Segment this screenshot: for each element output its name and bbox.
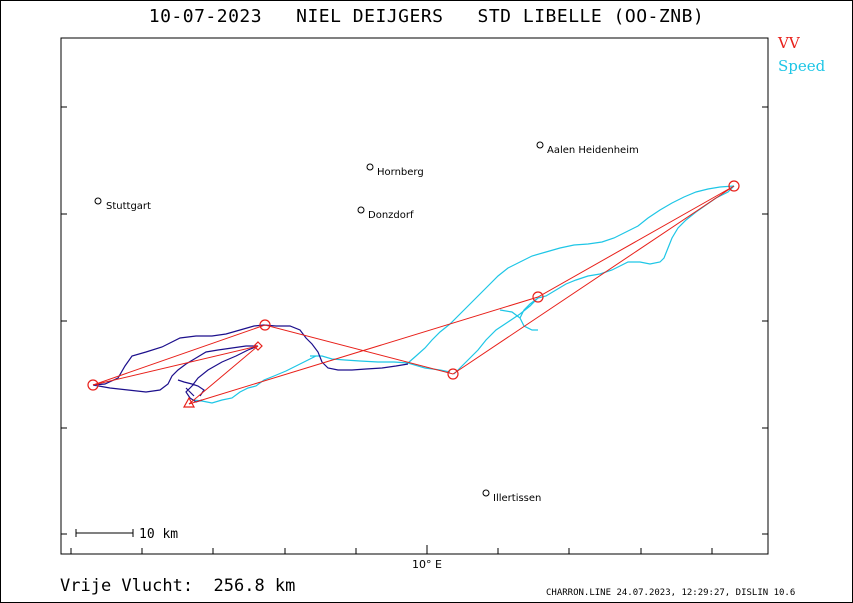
x-axis-label: 10° E — [412, 558, 442, 571]
turnpoint-circle-icon — [447, 368, 459, 380]
city-circle-icon — [482, 489, 490, 497]
start-triangle-icon — [182, 396, 196, 408]
turnpoint-circle-icon — [532, 291, 544, 303]
city-label: Donzdorf — [368, 210, 414, 221]
city-circle-icon — [536, 141, 544, 149]
credits-line: CHARRON.LINE 24.07.2023, 12:29:27, DISLI… — [546, 588, 796, 598]
city-aalen-heidenheim: Aalen Heidenheim — [536, 141, 639, 156]
gps-track — [92, 324, 409, 403]
free-flight-distance: Vrije Vlucht: 256.8 km — [60, 576, 296, 596]
scale-bar-label: 10 km — [139, 527, 178, 542]
city-label: Stuttgart — [106, 201, 151, 212]
city-circle-icon — [94, 197, 102, 205]
city-label: Aalen Heidenheim — [547, 145, 639, 156]
page-title: 10-07-2023 NIEL DEIJGERS STD LIBELLE (OO… — [148, 6, 705, 27]
speed-track — [192, 185, 735, 404]
turnpoint-circle-icon — [259, 319, 271, 331]
plot-area — [60, 37, 769, 555]
city-label: Hornberg — [377, 167, 424, 178]
turnpoints — [87, 180, 740, 408]
city-circle-icon — [366, 163, 374, 171]
legend-vv: VV — [778, 34, 800, 52]
x-ticks — [70, 545, 713, 554]
city-illertissen: Illertissen — [482, 489, 541, 504]
legend-speed: Speed — [778, 57, 826, 75]
city-hornberg: Hornberg — [366, 163, 424, 178]
scale-bar: 10 km — [75, 527, 178, 542]
city-donzdorf: Donzdorf — [357, 206, 414, 221]
turnpoint-circle-icon — [728, 180, 740, 192]
y-ticks — [61, 106, 768, 535]
turnpoint-circle-icon — [87, 379, 99, 391]
turnpoint-diamond-icon — [253, 341, 263, 351]
task-lines — [92, 185, 735, 405]
city-stuttgart: Stuttgart — [94, 197, 151, 212]
city-label: Illertissen — [493, 493, 541, 504]
city-circle-icon — [357, 206, 365, 214]
